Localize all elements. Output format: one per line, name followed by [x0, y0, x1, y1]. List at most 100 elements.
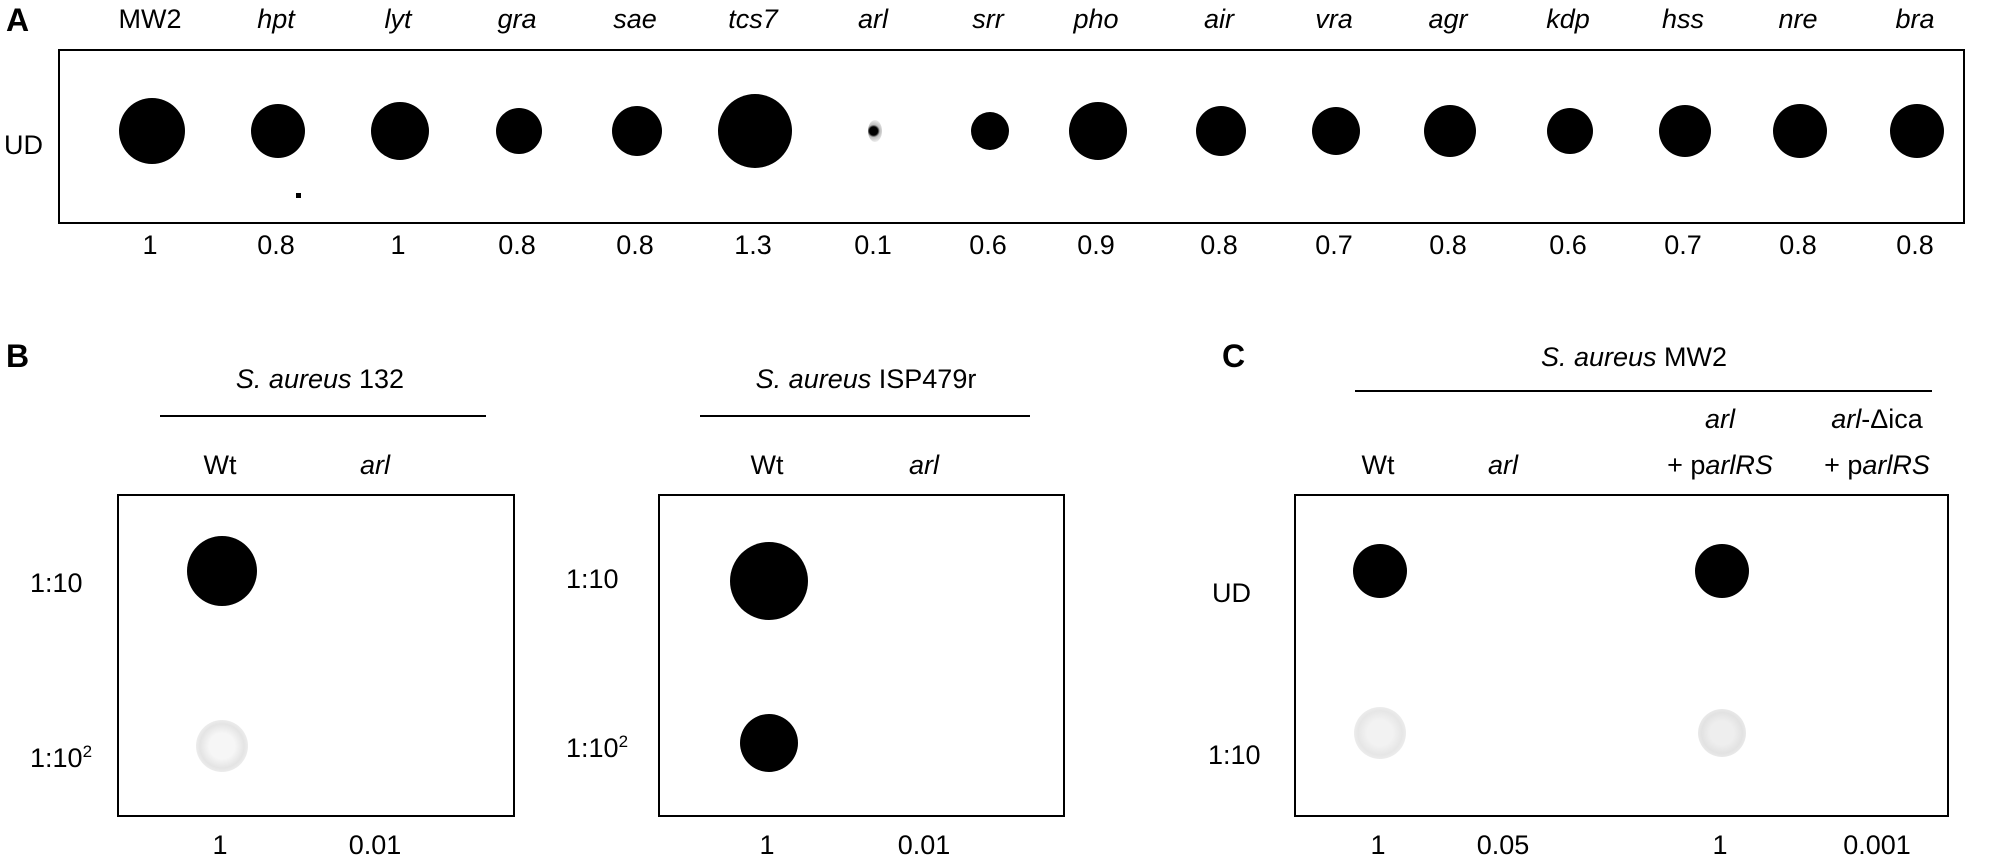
dot: [740, 714, 798, 772]
speck: [296, 193, 301, 198]
quant-value: 0.6: [1549, 230, 1587, 260]
strain-label: arl: [857, 4, 889, 34]
strain-label: srr: [972, 4, 1004, 34]
quant-value: 0.8: [1200, 230, 1238, 260]
panel-c-quant-1: 1: [1370, 830, 1386, 860]
quant-value: 0.8: [1896, 230, 1934, 260]
panel-b2-title: S. aureus ISP479r: [756, 364, 977, 395]
strain-label: air: [1203, 4, 1235, 34]
panel-c-col-arl: arl: [1487, 450, 1519, 480]
quant-value: 0.8: [498, 230, 536, 260]
dot: [730, 542, 808, 620]
dot: [196, 720, 248, 772]
panel-c-letter: C: [1222, 338, 1246, 374]
dot: [1659, 105, 1711, 157]
panel-b2-quant-arl: 0.01: [897, 830, 951, 860]
strain-label: kdp: [1546, 4, 1590, 34]
dot: [1312, 107, 1360, 155]
panel-b1-title: S. aureus 132: [236, 364, 404, 395]
panel-c-col3-line1: arl: [1704, 404, 1736, 434]
strain-label: sae: [613, 4, 657, 34]
panel-a-row-label: UD: [4, 130, 43, 160]
quant-value: 1: [142, 230, 158, 260]
strain-label: bra: [1895, 4, 1935, 34]
dot: [1695, 544, 1749, 598]
strain-label: lyt: [384, 4, 412, 34]
quant-value: 0.8: [257, 230, 295, 260]
strain-label: agr: [1428, 4, 1468, 34]
panel-a-letter: A: [6, 2, 30, 38]
dot: [971, 112, 1009, 150]
panel-c-blot: [1294, 494, 1949, 817]
dot: [718, 94, 792, 168]
panel-c-quant-3: 1: [1712, 830, 1728, 860]
strain-label: MW2: [118, 4, 182, 34]
strain-label: nre: [1778, 4, 1818, 34]
dot: [187, 536, 257, 606]
dot: [1424, 105, 1476, 157]
panel-b2-rule: [700, 415, 1030, 417]
panel-c-col4-line2: + parlRS: [1824, 450, 1930, 480]
quant-value: 1.3: [734, 230, 772, 260]
panel-c-rule: [1355, 390, 1932, 392]
panel-b2-species: S. aureus: [755, 364, 872, 394]
panel-b2-row-2: 1:102: [566, 732, 629, 763]
panel-b1-blot: [117, 494, 515, 817]
panel-b1-row-2: 1:102: [30, 742, 93, 773]
dot: [251, 104, 305, 158]
dot: [868, 120, 882, 142]
dot: [119, 98, 185, 164]
dot: [1773, 104, 1827, 158]
panel-c-quant-2: 0.05: [1476, 830, 1530, 860]
quant-value: 0.8: [616, 230, 654, 260]
panel-b2-col-wt: Wt: [750, 450, 784, 480]
panel-c-col3-line2: + parlRS: [1667, 450, 1773, 480]
dot: [1196, 106, 1246, 156]
dot: [1069, 102, 1127, 160]
dot: [1353, 544, 1407, 598]
panel-b1-row-1: 1:10: [30, 568, 83, 598]
quant-value: 0.7: [1315, 230, 1353, 260]
dot: [1698, 709, 1746, 757]
quant-value: 0.8: [1429, 230, 1467, 260]
panel-c-row-1: UD: [1212, 578, 1251, 608]
panel-b1-col-wt: Wt: [203, 450, 237, 480]
panel-c-col4-line1: arl-Δica: [1831, 404, 1923, 434]
quant-value: 0.8: [1779, 230, 1817, 260]
quant-value: 0.9: [1077, 230, 1115, 260]
panel-b2-quant-wt: 1: [759, 830, 775, 860]
panel-c-row-2: 1:10: [1208, 740, 1261, 770]
strain-label: tcs7: [728, 4, 778, 34]
panel-b2-blot: [658, 494, 1065, 817]
panel-b2-row-1: 1:10: [566, 564, 619, 594]
dot: [496, 108, 542, 154]
panel-b-letter: B: [6, 338, 30, 374]
panel-a-blot: [58, 49, 1965, 224]
panel-b1-quant-arl: 0.01: [348, 830, 402, 860]
strain-label: hss: [1661, 4, 1705, 34]
quant-value: 0.1: [854, 230, 892, 260]
panel-b1-rule: [160, 415, 486, 417]
strain-label: vra: [1315, 4, 1353, 34]
dot: [1547, 108, 1593, 154]
panel-b1-quant-wt: 1: [212, 830, 228, 860]
panel-b1-col-arl: arl: [359, 450, 391, 480]
dot: [612, 106, 662, 156]
strain-label: hpt: [257, 4, 295, 34]
panel-b1-strain: 132: [359, 364, 405, 394]
dot: [371, 102, 429, 160]
panel-c-quant-4: 0.001: [1843, 830, 1911, 860]
panel-c-species: S. aureus: [1540, 342, 1657, 372]
quant-value: 0.6: [969, 230, 1007, 260]
panel-b1-species: S. aureus: [235, 364, 352, 394]
quant-value: 1: [390, 230, 406, 260]
dot: [1354, 707, 1406, 759]
panel-b2-strain: ISP479r: [878, 364, 977, 394]
quant-value: 0.7: [1664, 230, 1702, 260]
strain-label: pho: [1073, 4, 1119, 34]
panel-c-strain: MW2: [1664, 342, 1728, 372]
panel-c-col-wt: Wt: [1361, 450, 1395, 480]
strain-label: gra: [497, 4, 537, 34]
panel-b2-col-arl: arl: [908, 450, 940, 480]
dot: [1890, 104, 1944, 158]
